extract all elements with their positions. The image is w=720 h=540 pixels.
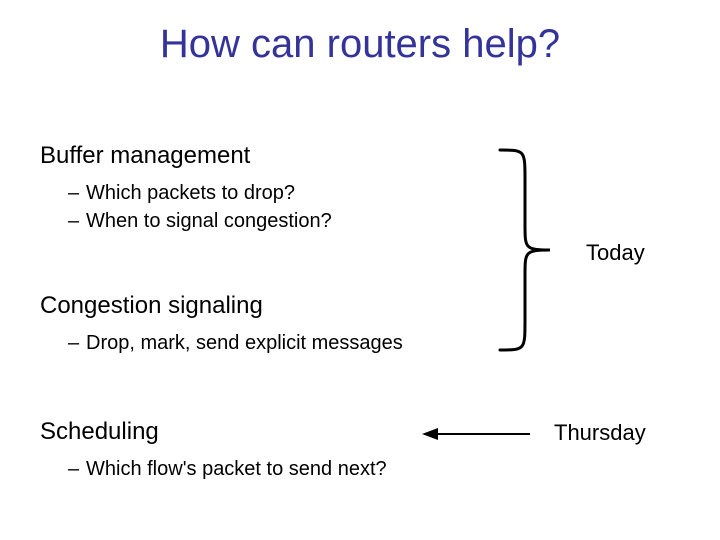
section-buffer-heading: Buffer management xyxy=(40,142,250,170)
dash-icon: – xyxy=(68,458,86,481)
slide: { "title": "How can routers help?", "sec… xyxy=(0,0,720,540)
dash-icon: – xyxy=(68,182,86,205)
section-congestion-heading: Congestion signaling xyxy=(40,292,263,320)
slide-title: How can routers help? xyxy=(0,22,720,67)
brace-icon xyxy=(500,150,550,350)
bullet-congestion-0: –Drop, mark, send explicit messages xyxy=(68,332,403,355)
bullet-buffer-1: –When to signal congestion? xyxy=(68,210,332,233)
bullet-scheduling-0: –Which flow's packet to send next? xyxy=(68,458,387,481)
arrow-head-icon xyxy=(422,428,438,440)
section-scheduling-heading: Scheduling xyxy=(40,418,159,446)
bullet-text: When to signal congestion? xyxy=(86,210,332,232)
dash-icon: – xyxy=(68,332,86,355)
dash-icon: – xyxy=(68,210,86,233)
bullet-text: Which packets to drop? xyxy=(86,182,295,204)
annotation-thursday: Thursday xyxy=(554,420,646,446)
bullet-text: Which flow's packet to send next? xyxy=(86,458,387,480)
bullet-text: Drop, mark, send explicit messages xyxy=(86,332,403,354)
annotation-today: Today xyxy=(586,240,645,266)
bullet-buffer-0: –Which packets to drop? xyxy=(68,182,295,205)
